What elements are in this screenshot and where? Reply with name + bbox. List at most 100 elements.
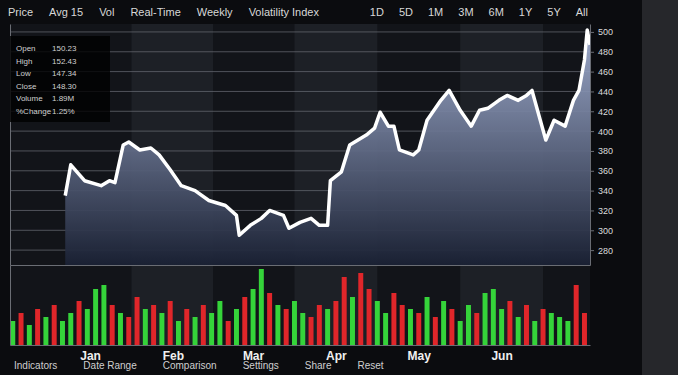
volume-bar <box>524 305 529 345</box>
volume-bar <box>425 297 430 345</box>
volume-bar <box>118 313 123 345</box>
grid-line <box>10 31 590 32</box>
tick-label: 280 <box>598 246 613 256</box>
volume-bar <box>292 301 297 345</box>
toolbar-button[interactable]: Avg 15 <box>49 6 83 18</box>
y-tick: 420 <box>590 107 613 117</box>
volume-bar <box>159 313 164 345</box>
volume-bar <box>151 305 156 345</box>
y-tick: 360 <box>590 166 613 176</box>
axis-line <box>10 266 11 346</box>
volume-bar <box>193 317 198 345</box>
volume-bar <box>358 273 363 345</box>
volume-bar <box>408 309 413 345</box>
volume-bar <box>516 317 521 345</box>
volume-bar <box>507 301 512 345</box>
volume-bar <box>317 305 322 345</box>
menu-button[interactable]: Date Range <box>83 360 137 371</box>
tick-mark <box>590 191 594 192</box>
volume-bar <box>52 305 57 345</box>
volume-bar <box>449 309 454 345</box>
tick-label: Jun <box>491 349 512 363</box>
range-button[interactable]: 1Y <box>519 6 533 18</box>
y-tick: 400 <box>590 126 613 136</box>
tick-mark <box>590 151 594 152</box>
info-panel-bg <box>10 36 110 122</box>
tick-label: 500 <box>598 27 613 37</box>
info-label: Low <box>16 69 31 78</box>
volume-bar <box>367 289 372 345</box>
axis-line <box>11 345 591 346</box>
menu-button[interactable]: Comparison <box>163 360 217 371</box>
volume-bar <box>101 285 106 345</box>
volume-bar <box>466 305 471 345</box>
volume-bar <box>110 305 115 345</box>
info-value: 1.25% <box>52 107 75 116</box>
y-tick: 300 <box>590 226 613 236</box>
volume-bar <box>383 313 388 345</box>
toolbar-button[interactable]: Real-Time <box>130 6 180 18</box>
toolbar-button[interactable]: Volatility Index <box>249 6 320 18</box>
tick-mark <box>590 111 594 112</box>
info-label: Open <box>16 44 36 53</box>
volume-bar <box>68 313 73 345</box>
info-value: 152.43 <box>52 57 77 66</box>
axis-line <box>590 25 591 266</box>
menu-button[interactable]: Reset <box>357 360 383 371</box>
volume-bar <box>325 309 330 345</box>
tick-label: May <box>408 349 432 363</box>
x-tick: Jun <box>491 345 512 363</box>
range-button[interactable]: 5Y <box>547 6 561 18</box>
volume-bar <box>375 301 380 345</box>
tick-mark <box>590 32 594 33</box>
menu-button[interactable]: Share <box>305 360 332 371</box>
price-x-axis <box>11 265 591 266</box>
y-tick: 320 <box>590 206 613 216</box>
volume-bar <box>259 269 264 345</box>
info-label: %Change <box>16 107 52 116</box>
range-button[interactable]: 1M <box>428 6 443 18</box>
range-button[interactable]: 3M <box>458 6 473 18</box>
volume-bar <box>532 321 537 345</box>
tick-label: 400 <box>598 126 613 136</box>
toolbar-button[interactable]: Price <box>8 6 33 18</box>
range-button[interactable]: All <box>576 6 588 18</box>
background <box>0 0 678 375</box>
volume-bar <box>557 317 562 345</box>
bottom-menu: Indicators Date Range Comparison Settings Sh… <box>14 360 384 371</box>
volume-bar <box>176 321 181 345</box>
volume-bar <box>284 309 289 345</box>
menu-button[interactable]: Indicators <box>14 360 57 371</box>
toolbar-button[interactable]: Weekly <box>197 6 233 18</box>
tick-label: 480 <box>598 47 613 57</box>
info-label: High <box>16 57 32 66</box>
volume-bar <box>582 313 587 345</box>
y-tick: 340 <box>590 186 613 196</box>
volume-bar <box>565 321 570 345</box>
volume-bar <box>300 313 305 345</box>
chart-screen: 280300320340360380400420440460480500JanF… <box>0 0 678 375</box>
volume-bar <box>309 317 314 345</box>
toolbar-button[interactable]: Vol <box>99 6 114 18</box>
range-button[interactable]: 1D <box>370 6 384 18</box>
volume-bar <box>201 305 206 345</box>
volume-bar <box>184 309 189 345</box>
axis-line <box>11 265 591 266</box>
range-button[interactable]: 5D <box>399 6 413 18</box>
y-tick: 440 <box>590 87 613 97</box>
volume-bar <box>35 309 40 345</box>
volume-bar <box>441 301 446 345</box>
info-label: Close <box>16 82 37 91</box>
volume-bar <box>234 309 239 345</box>
volume-bar <box>93 289 98 345</box>
menu-button[interactable]: Settings <box>243 360 279 371</box>
volume-bar <box>77 301 82 345</box>
volume-bar <box>27 325 32 345</box>
tick-mark <box>590 230 594 231</box>
volume-bar <box>60 321 65 345</box>
tick-mark <box>590 250 594 251</box>
volume-bar <box>226 321 231 345</box>
volume-bar <box>10 321 15 345</box>
range-button[interactable]: 6M <box>489 6 504 18</box>
volume-bar <box>350 297 355 345</box>
